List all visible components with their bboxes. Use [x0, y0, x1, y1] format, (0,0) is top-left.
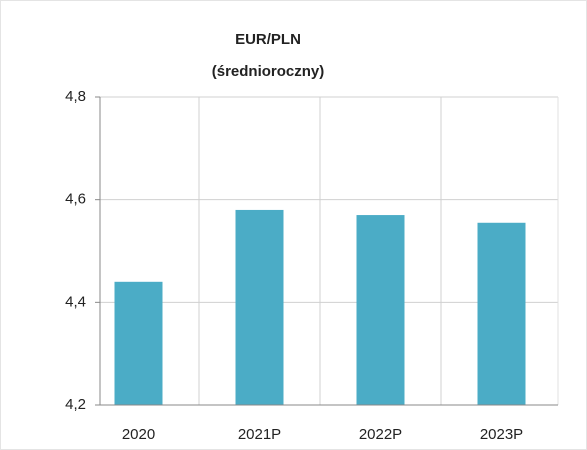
x-tick-label: 2022P [359, 426, 402, 443]
y-tick-label: 4,2 [65, 396, 86, 413]
bar [235, 209, 284, 405]
y-tick-label: 4,6 [65, 191, 86, 208]
x-tick-label: 2023P [480, 426, 523, 443]
chart-subtitle: (średnioroczny) [212, 63, 325, 80]
bar [477, 222, 526, 405]
bar [356, 215, 405, 405]
x-tick-label: 2020 [122, 426, 155, 443]
y-tick-label: 4,4 [65, 293, 86, 310]
x-tick-label: 2021P [238, 426, 281, 443]
chart-title: EUR/PLN [235, 31, 301, 48]
y-tick-label: 4,8 [65, 88, 86, 105]
bar [114, 281, 163, 405]
